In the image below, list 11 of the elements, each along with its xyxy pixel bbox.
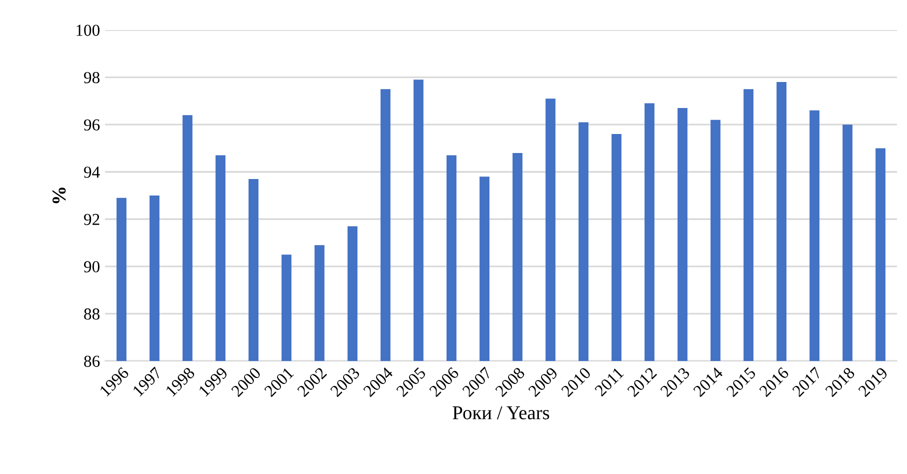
y-tick-label: 100 — [76, 24, 100, 36]
y-tick-label: 86 — [84, 356, 100, 367]
y-tick-label: 88 — [84, 308, 100, 320]
y-tick-label: 94 — [84, 166, 100, 178]
y-axis-title: % — [52, 188, 66, 204]
y-tick-label: 90 — [84, 261, 100, 272]
y-tick-label: 92 — [84, 214, 100, 226]
x-axis-title: Роки / Years — [452, 406, 550, 420]
y-tick-label: 96 — [84, 119, 100, 131]
y-tick-label: 98 — [84, 72, 100, 84]
x-tick-label: 2011 — [594, 366, 624, 397]
